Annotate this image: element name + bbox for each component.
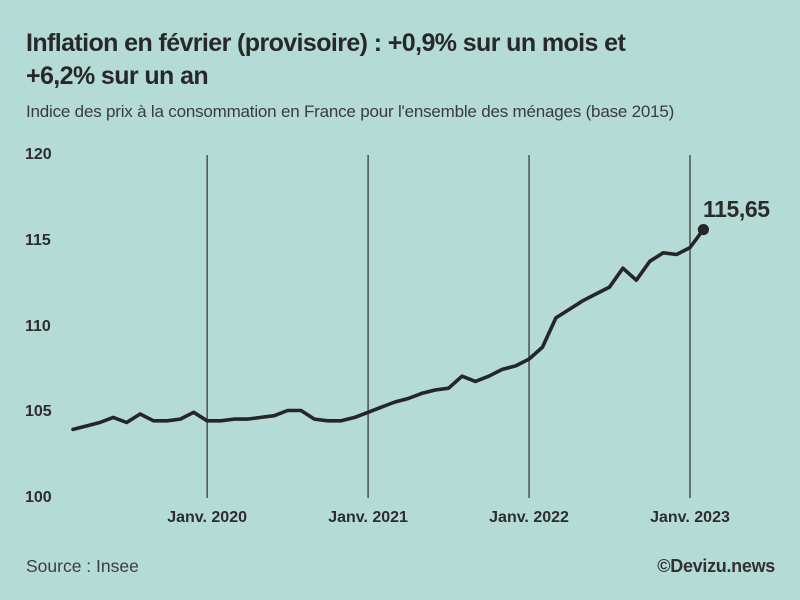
endpoint-value-label: 115,65 [703,196,770,222]
x-tick-label: Janv. 2023 [650,509,730,526]
y-tick-label: 115 [25,231,51,249]
cpi-series-line [71,227,706,432]
page-title: Inflation en février (provisoire) : +0,9… [26,27,626,93]
y-tick-label: 110 [25,317,51,335]
endpoint-dot [697,224,710,236]
y-tick-label: 100 [25,489,52,506]
page-title-line1: Inflation en février (provisoire) : +0,9… [26,29,626,57]
source-label: Source : Insee [26,556,139,576]
credit-label: ©Devizu.news [657,556,775,576]
x-tick-label: Janv. 2022 [489,509,569,526]
page-title-line2: +6,2% sur un an [26,62,209,90]
x-tick-label: Janv. 2020 [167,509,247,526]
chart-subtitle: Indice des prix à la consommation en Fra… [26,102,675,121]
y-tick-label: 105 [25,403,52,421]
y-tick-label: 120 [25,146,52,163]
x-tick-label: Janv. 2021 [328,509,408,526]
